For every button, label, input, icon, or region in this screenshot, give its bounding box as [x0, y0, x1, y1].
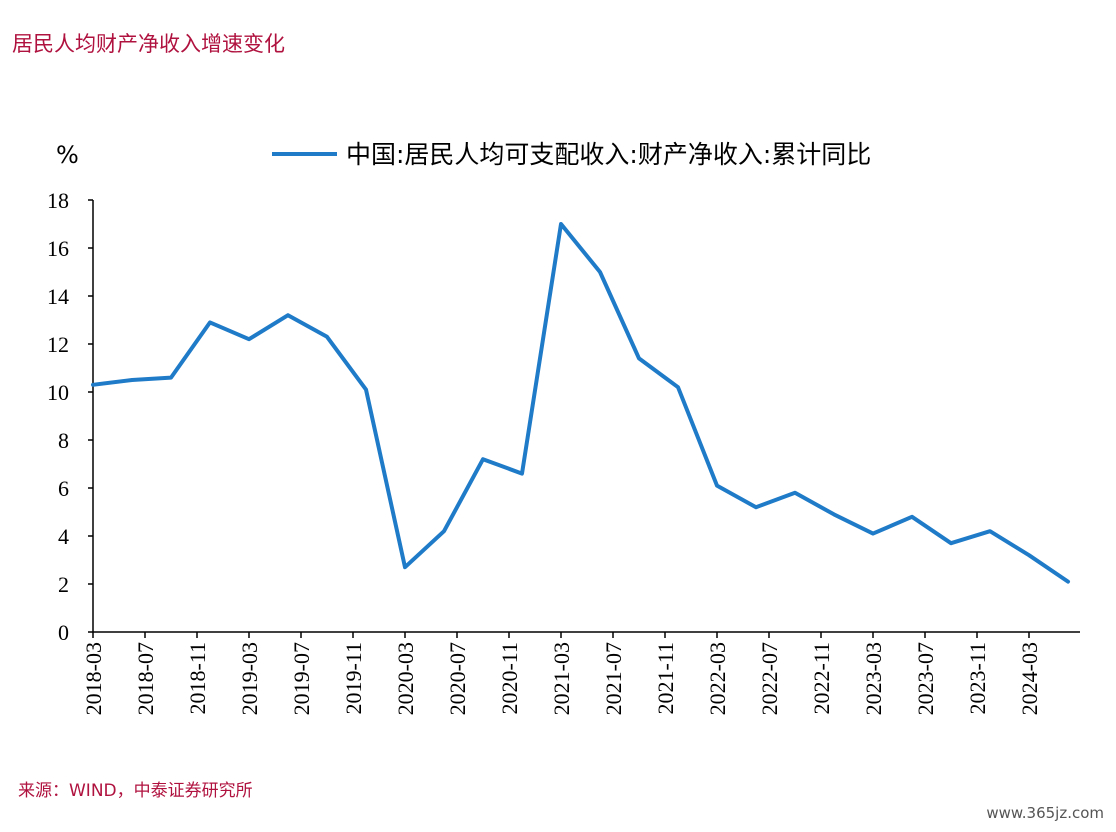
y-tick-label: 14 — [47, 284, 69, 309]
y-tick-label: 0 — [58, 620, 69, 645]
x-tick-label: 2020-11 — [497, 642, 522, 715]
x-tick-label: 2023-03 — [861, 642, 886, 715]
y-tick-label: 10 — [47, 380, 69, 405]
x-tick-label: 2018-07 — [133, 642, 158, 715]
y-tick-label: 12 — [47, 332, 69, 357]
x-tick-label: 2019-03 — [237, 642, 262, 715]
x-tick-label: 2024-03 — [1017, 642, 1042, 715]
x-tick-label: 2019-07 — [289, 642, 314, 715]
series-group — [91, 222, 1070, 584]
x-tick-label: 2022-11 — [809, 642, 834, 715]
y-tick-label: 6 — [58, 476, 69, 501]
x-axis-ticks: 2018-03 2018-07 2018-11 2019-03 2019-07 2019-… — [81, 632, 1042, 715]
source-note: 来源：WIND，中泰证券研究所 — [18, 781, 253, 801]
legend: 中国:居民人均可支配收入:财产净收入:累计同比 — [272, 140, 871, 169]
series-line-0 — [91, 222, 1070, 584]
y-tick-label: 18 — [47, 188, 69, 213]
y-axis-ticks: 0 2 4 6 8 10 12 14 16 18 — [47, 188, 93, 645]
x-tick-label: 2021-11 — [653, 642, 678, 715]
y-tick-label: 8 — [58, 428, 69, 453]
x-tick-label: 2020-07 — [445, 642, 470, 715]
x-tick-label: 2020-03 — [393, 642, 418, 715]
x-tick-label: 2021-07 — [601, 642, 626, 715]
x-tick-label: 2023-07 — [913, 642, 938, 715]
legend-label: 中国:居民人均可支配收入:财产净收入:累计同比 — [346, 140, 871, 169]
y-tick-label: 2 — [58, 572, 69, 597]
y-tick-label: 4 — [58, 524, 69, 549]
x-tick-label: 2022-03 — [705, 642, 730, 715]
x-tick-label: 2022-07 — [757, 642, 782, 715]
x-tick-label: 2018-03 — [81, 642, 106, 715]
y-tick-label: 16 — [47, 236, 69, 261]
chart-title: 居民人均财产净收入增速变化 — [12, 32, 285, 56]
y-unit-label: % — [56, 141, 79, 169]
watermark: www.365jz.com — [986, 804, 1104, 822]
x-tick-label: 2021-03 — [549, 642, 574, 715]
x-tick-label: 2018-11 — [185, 642, 210, 715]
x-tick-label: 2023-11 — [965, 642, 990, 715]
axes — [92, 200, 1080, 633]
x-tick-label: 2019-11 — [341, 642, 366, 715]
